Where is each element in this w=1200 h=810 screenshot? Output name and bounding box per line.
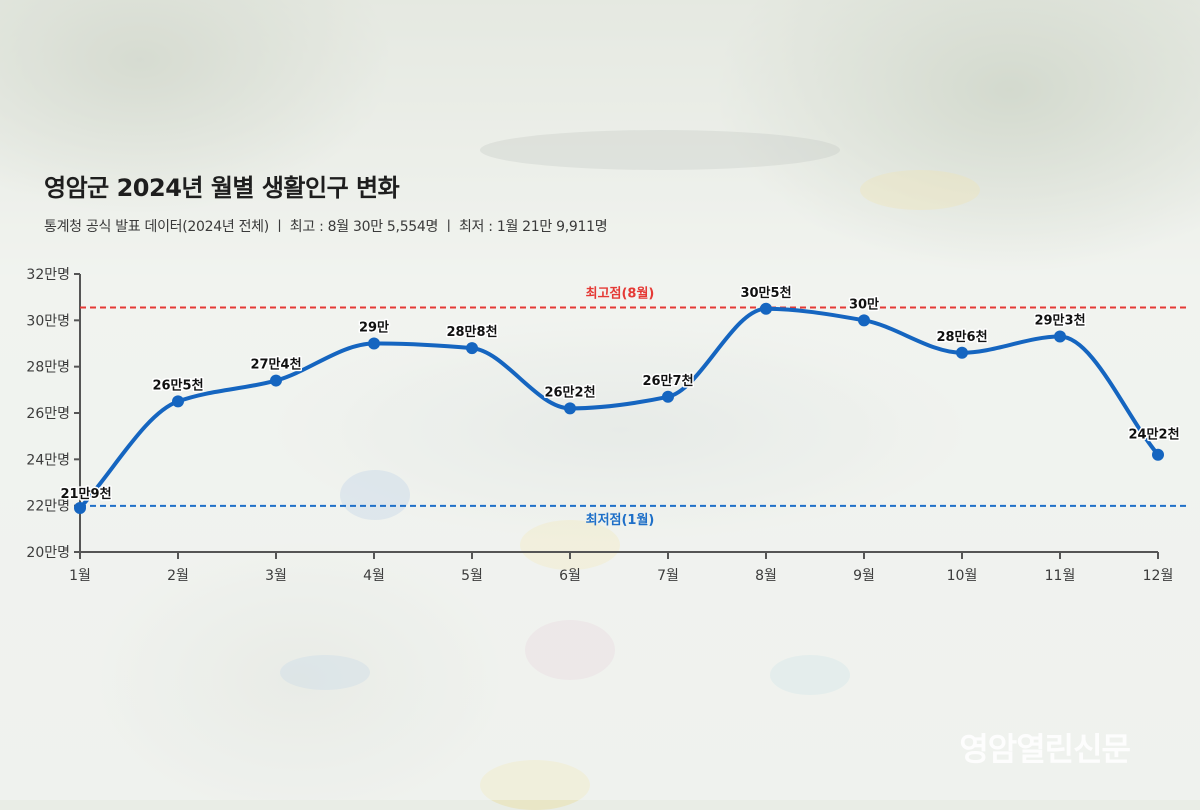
y-tick-label: 30만명 [26, 313, 70, 329]
x-tick-label: 7월 [657, 568, 679, 584]
reference-line-label: 최고점(8월) [586, 285, 655, 301]
chart-subtitle: 통계청 공식 발표 데이터(2024년 전체) ㅣ 최고 : 8월 30만 5,… [44, 219, 608, 235]
x-tick-label: 11월 [1045, 568, 1076, 584]
data-label: 26만7천 [642, 373, 693, 389]
data-label: 30만 [849, 296, 879, 312]
data-label: 28만6천 [936, 329, 987, 345]
data-point [858, 314, 870, 327]
data-label: 27만4천 [250, 357, 301, 373]
series-line [78, 306, 1160, 510]
tube-shape [340, 470, 410, 520]
data-label: 29만3천 [1034, 313, 1085, 329]
x-tick-label: 6월 [559, 568, 581, 584]
x-tick-label: 3월 [265, 568, 287, 584]
x-tick-label: 1월 [69, 568, 91, 584]
data-point [368, 337, 380, 350]
data-point [662, 390, 674, 403]
series-line-group [74, 302, 1164, 514]
x-tick-label: 12월 [1143, 568, 1174, 584]
data-label: 26만5천 [152, 377, 203, 393]
x-tick-label: 4월 [363, 568, 385, 584]
data-point [1054, 330, 1066, 343]
data-point [172, 395, 184, 408]
x-tick-label: 5월 [461, 568, 483, 584]
x-tick-label: 9월 [853, 568, 875, 584]
data-label: 29만 [359, 320, 389, 336]
reference-lines: 최고점(8월) 최저점(1월) [80, 285, 1186, 528]
data-point [466, 342, 478, 355]
data-point [270, 374, 282, 387]
data-label: 21만9천 [60, 486, 111, 502]
tube-shape [525, 620, 615, 680]
bridge-shape [480, 130, 840, 170]
x-tick-label: 8월 [755, 568, 777, 584]
data-point [74, 501, 86, 514]
chart-title: 영암군 2024년 월별 생활인구 변화 [44, 174, 400, 202]
x-tick-label: 2월 [167, 568, 189, 584]
y-tick-label: 20만명 [26, 545, 70, 561]
data-point [1152, 448, 1164, 461]
data-label: 28만8천 [446, 324, 497, 340]
chart-axes: 20만명 22만명 24만명 26만명 28만명 30만명 32만명 1월 2월 3월 4월 5월 6월… [26, 267, 1173, 584]
y-tick-label: 32만명 [26, 267, 70, 283]
data-label: 26만2천 [544, 384, 595, 400]
y-tick-label: 22만명 [26, 499, 70, 515]
tube-shape [770, 655, 850, 695]
data-label: 24만2천 [1128, 427, 1179, 443]
data-point [564, 402, 576, 415]
y-tick-label: 28만명 [26, 360, 70, 376]
tube-shape [520, 520, 620, 570]
umbrella-shape [860, 170, 980, 210]
reference-line-label: 최저점(1월) [586, 512, 655, 528]
tube-shape [280, 655, 370, 690]
data-label-group: 21만9천 26만5천 27만4천 29만 28만8천 26만2천 26만7천 30만5천 30… [59, 283, 1181, 503]
y-tick-label: 24만명 [26, 452, 70, 468]
x-tick-label: 10월 [947, 568, 978, 584]
y-tick-label: 26만명 [26, 406, 70, 422]
data-point [760, 302, 772, 315]
data-label: 30만5천 [740, 285, 791, 301]
data-point [956, 346, 968, 359]
publisher-watermark: 영암열린신문 [959, 730, 1131, 768]
